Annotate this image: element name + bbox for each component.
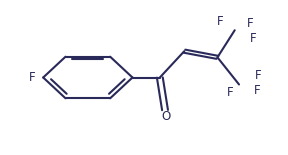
Text: F: F: [216, 15, 223, 28]
Text: F: F: [253, 84, 260, 97]
Text: F: F: [255, 69, 262, 82]
Text: F: F: [250, 32, 257, 45]
Text: F: F: [227, 86, 234, 100]
Text: F: F: [29, 71, 36, 84]
Text: O: O: [161, 110, 170, 123]
Text: F: F: [246, 17, 253, 30]
